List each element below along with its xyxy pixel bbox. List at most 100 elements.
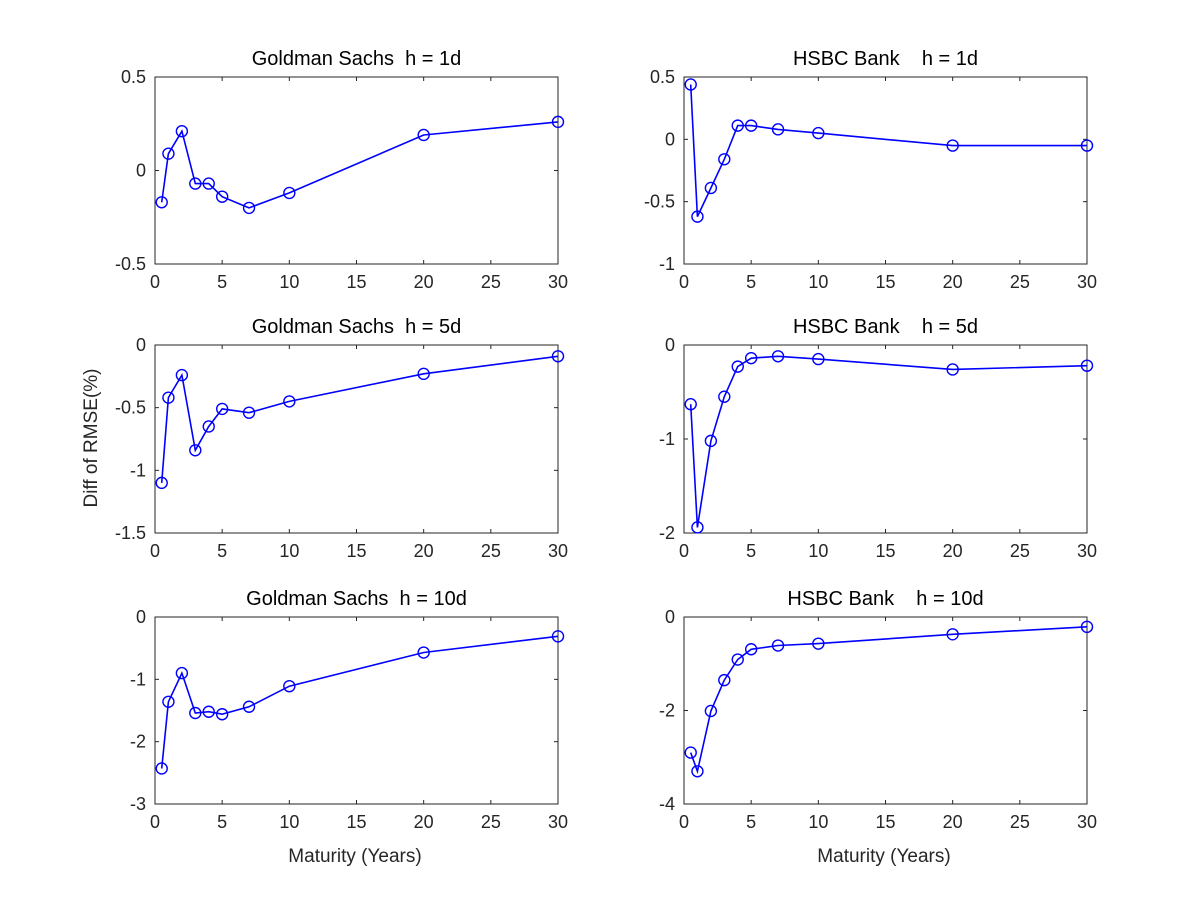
data-point-marker — [551, 350, 565, 363]
data-point-marker — [215, 708, 229, 721]
x-tick-label: 0 — [679, 812, 689, 832]
subplot-title: HSBC Bank h = 1d — [793, 48, 978, 70]
x-tick-label: 5 — [746, 272, 756, 292]
data-point-marker — [417, 646, 430, 659]
y-tick-label: 0 — [665, 335, 675, 355]
series-line — [689, 355, 1088, 528]
y-tick-label: -0.5 — [115, 254, 146, 274]
x-tick-label: 10 — [808, 541, 828, 561]
data-point-marker — [704, 434, 718, 448]
x-tick-label: 15 — [875, 272, 895, 292]
x-tick-label: 20 — [414, 812, 434, 832]
x-tick-label: 25 — [481, 541, 501, 561]
axes-box — [683, 344, 1088, 534]
x-tick-label: 25 — [1010, 272, 1030, 292]
data-point-marker — [202, 705, 215, 718]
data-point-marker — [812, 126, 825, 140]
x-tick-label: 30 — [1077, 812, 1097, 832]
x-tick-label: 15 — [875, 812, 895, 832]
y-tick-label: -1 — [659, 429, 675, 449]
data-point-marker — [1080, 139, 1094, 152]
data-point-marker — [162, 391, 175, 404]
data-point-marker — [812, 352, 825, 366]
data-point-marker — [731, 119, 744, 132]
subplot-6: 0 5 10 15 20 25 30 -4 -2 0 HSBC Bank h = 10d — [659, 588, 1097, 832]
x-tick-label: 0 — [679, 541, 689, 561]
data-point-marker — [155, 762, 168, 775]
y-axis-label: Diff of RMSE(%) — [81, 368, 102, 507]
data-point-marker — [175, 125, 189, 138]
data-point-marker — [946, 139, 959, 152]
y-tick-label: -1.5 — [115, 523, 146, 543]
x-tick-label: 25 — [1010, 541, 1030, 561]
series-line — [689, 626, 1088, 775]
x-tick-label: 0 — [150, 541, 160, 561]
x-tick-label: 5 — [746, 812, 756, 832]
data-point-marker — [242, 700, 256, 713]
y-tick-label: -2 — [130, 732, 146, 752]
data-point-marker — [731, 653, 744, 666]
x-tick-label: 25 — [481, 812, 501, 832]
x-tick-label: 10 — [808, 812, 828, 832]
data-point-marker — [215, 190, 229, 203]
y-tick-label: 0 — [665, 607, 675, 627]
x-tick-label: 20 — [943, 812, 963, 832]
data-point-marker — [175, 368, 189, 382]
series-line — [160, 355, 559, 483]
y-tick-label: -1 — [659, 254, 675, 274]
data-point-marker — [551, 115, 565, 129]
data-point-marker — [175, 666, 189, 680]
x-tick-label: 10 — [279, 541, 299, 561]
data-point-marker — [704, 704, 718, 718]
axes-box — [154, 344, 559, 534]
x-tick-label: 30 — [548, 812, 568, 832]
x-tick-label: 5 — [217, 812, 227, 832]
y-tick-label: -2 — [659, 523, 675, 543]
x-axis-label-left: Maturity (Years) — [288, 846, 421, 867]
data-point-marker — [551, 630, 565, 643]
y-tick-label: 0 — [665, 129, 675, 149]
data-point-marker — [744, 119, 758, 132]
data-point-marker — [242, 406, 256, 419]
data-point-marker — [718, 153, 731, 166]
data-point-marker — [691, 521, 704, 534]
subplot-4: 0 5 10 15 20 25 30 -2 -1 0 HSBC Bank h = 5d — [659, 316, 1097, 561]
y-tick-label: -3 — [130, 794, 146, 814]
axes-box — [683, 616, 1088, 805]
data-point-marker — [684, 78, 697, 91]
x-tick-label: 30 — [1077, 541, 1097, 561]
data-point-marker — [283, 186, 296, 200]
x-tick-label: 10 — [279, 272, 299, 292]
data-point-marker — [718, 673, 731, 687]
x-tick-label: 5 — [217, 541, 227, 561]
x-tick-label: 30 — [1077, 272, 1097, 292]
data-point-marker — [417, 128, 430, 142]
subplot-title: HSBC Bank h = 10d — [787, 588, 983, 610]
data-point-marker — [1080, 620, 1094, 634]
data-point-marker — [202, 420, 215, 433]
subplot-2: 0 5 10 15 20 25 30 -1 -0.5 0 0.5 HSBC Bank h = 1d — [644, 48, 1097, 292]
data-point-marker — [771, 639, 785, 652]
x-tick-label: 0 — [679, 272, 689, 292]
x-tick-label: 30 — [548, 272, 568, 292]
data-point-marker — [744, 351, 758, 365]
x-tick-label: 15 — [875, 541, 895, 561]
x-tick-label: 10 — [808, 272, 828, 292]
data-point-marker — [202, 177, 215, 190]
x-tick-label: 20 — [943, 272, 963, 292]
data-point-marker — [684, 398, 697, 411]
y-tick-label: 0 — [136, 161, 146, 181]
x-tick-label: 15 — [346, 541, 366, 561]
data-point-marker — [215, 402, 229, 416]
data-point-marker — [189, 706, 202, 720]
data-point-marker — [162, 695, 175, 708]
x-tick-label: 15 — [346, 272, 366, 292]
series-line — [160, 635, 559, 769]
data-point-marker — [744, 643, 758, 656]
y-tick-label: -0.5 — [644, 192, 675, 212]
data-point-marker — [718, 390, 731, 403]
data-point-marker — [684, 746, 697, 759]
x-tick-label: 0 — [150, 272, 160, 292]
data-point-marker — [691, 765, 704, 778]
